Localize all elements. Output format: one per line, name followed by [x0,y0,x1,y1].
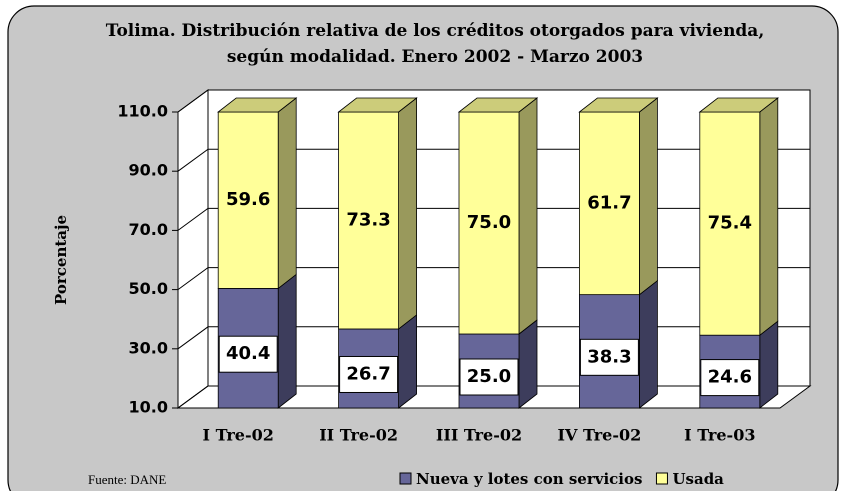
x-tick-label: III Tre-02 [436,426,522,445]
bar [338,111,400,330]
value-label-box [459,358,519,396]
value-label: 38.3 [587,346,631,367]
bar-side [639,97,658,296]
bar-side [398,97,418,330]
bar [217,111,279,289]
bar [699,111,761,336]
bar-top [457,97,539,113]
bar-side [639,279,658,409]
bar-top [217,97,298,113]
value-label-box [218,335,278,373]
value-label: 59.6 [226,189,270,210]
value-label: 25.0 [467,366,511,387]
value-label: 24.6 [708,367,752,388]
legend-swatch [399,472,412,485]
bar-top [578,97,659,113]
bar-side [759,97,779,337]
x-tick-label: I Tre-03 [684,426,755,445]
y-tick-label: 30.0 [129,338,168,357]
value-label: 61.7 [587,192,631,213]
x-tick-label: I Tre-02 [203,426,274,445]
y-tick-label: 10.0 [129,398,168,417]
bar-side [277,97,297,290]
bar-side [518,97,538,335]
bar [579,111,640,296]
legend-label: Usada [672,470,724,488]
x-tick-label: II Tre-02 [319,426,398,445]
y-axis-label: Porcentaje [52,215,70,305]
value-label: 26.7 [346,363,390,384]
bar-side [759,320,779,409]
grid-line [177,89,810,113]
x-tick-label: IV Tre-02 [558,426,642,445]
source: Fuente: DANE [88,472,166,487]
bar-side [277,273,297,409]
bar-side [518,319,538,409]
bar-top [698,97,779,113]
y-tick-label: 70.0 [129,220,168,239]
y-tick-label: 90.0 [129,161,168,180]
bar-top [337,97,418,113]
value-label-box [579,338,639,376]
value-label-box [339,355,399,393]
value-label-box [700,359,760,397]
chart-title: Tolima. Distribución relativa de los cré… [105,21,765,67]
bar [458,111,520,335]
plot-side-wall [177,89,209,409]
legend-label: Nueva y lotes con servicios [416,470,642,488]
y-tick-label: 50.0 [129,279,168,298]
value-label: 40.4 [226,343,270,364]
value-label: 73.3 [346,209,390,230]
y-tick-label: 110.0 [117,102,168,121]
legend-swatch [655,472,668,485]
value-label: 75.0 [467,212,511,233]
value-label: 75.4 [708,213,752,234]
bar-side [398,314,418,409]
